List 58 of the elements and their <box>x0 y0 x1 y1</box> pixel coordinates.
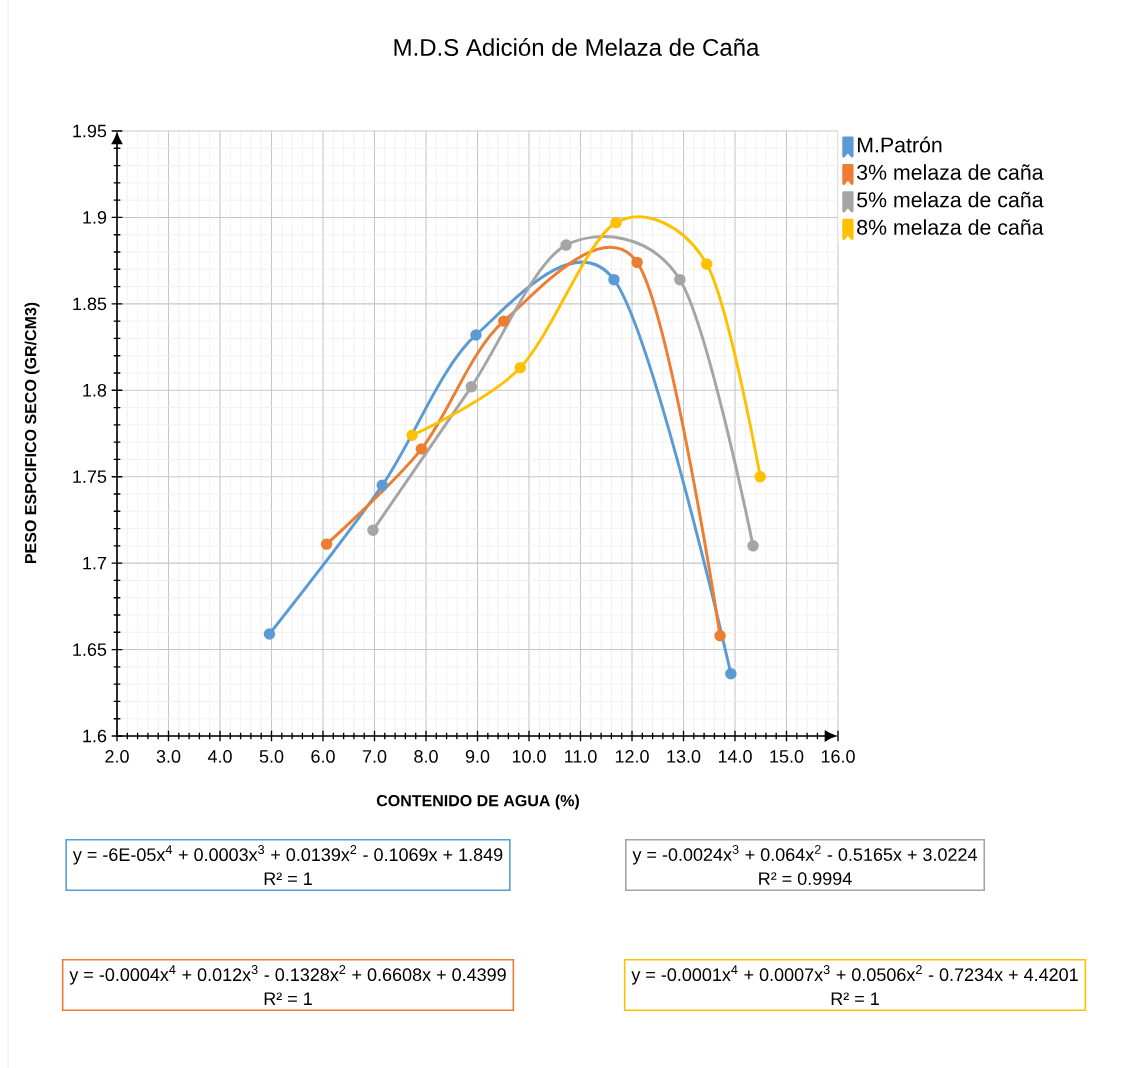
x-tick-label: 3.0 <box>156 750 181 763</box>
text: R² = 1 <box>264 872 312 885</box>
point <box>560 239 572 251</box>
x-tick-label: 14.0 <box>718 750 752 763</box>
y-tick-label: 1.6 <box>83 729 107 743</box>
point <box>700 258 713 270</box>
x-tick-label: 13.0 <box>667 750 701 763</box>
y-tick-label: 1.75 <box>73 470 107 483</box>
point <box>714 630 726 642</box>
y-tick-label: 1.9 <box>83 211 107 224</box>
x-tick-label: 12.0 <box>615 750 649 763</box>
point <box>376 479 388 492</box>
point <box>415 443 428 455</box>
chart-title: M.D.S Adición de Melaza de Caña <box>394 38 760 56</box>
point <box>747 540 759 552</box>
point <box>674 273 686 286</box>
point <box>470 329 482 341</box>
y-tick-label: 1.65 <box>73 643 107 656</box>
x-tick-label: 5.0 <box>259 750 284 763</box>
point <box>610 216 622 229</box>
text: R² = 0.9994 <box>759 872 852 885</box>
x-tick-label: 11.0 <box>565 750 597 763</box>
x-tick-label: 6.0 <box>311 750 335 763</box>
legend-label: 5% melaza de caña <box>857 191 1044 208</box>
x-tick-label: 2.0 <box>105 750 129 763</box>
text: R² = 1 <box>831 992 879 1005</box>
text: y = -0.0001x$^{4}$ + 0.0007x$^{3}$ + 0.0506x$^{2}$ - 0.7234x + 4.4201 <box>631 965 1078 985</box>
x-tick-label: 7.0 <box>362 750 387 763</box>
y-axis-title: PESO ESPCIFICO SECO (GR/CM3) <box>24 302 40 564</box>
text: R² = 1 <box>264 992 312 1005</box>
point <box>608 273 620 286</box>
point <box>725 668 737 680</box>
point <box>514 362 526 374</box>
y-tick-label: 1.7 <box>83 556 107 570</box>
legend-label: M.Patrón <box>857 136 942 153</box>
text: y = -6E-05x$^{4}$ + 0.0003x$^{3}$ + 0.0139x$^{2}$ - 0.1069x + 1.849 <box>72 845 503 865</box>
point <box>263 628 276 640</box>
legend-label: 3% melaza de caña <box>857 164 1044 180</box>
point <box>320 538 333 550</box>
point <box>465 381 478 393</box>
x-tick-label: 4.0 <box>207 750 232 763</box>
text: y = -0.0004x$^{4}$ + 0.012x$^{3}$ - 0.1328x$^{2}$ + 0.6608x + 0.4399 <box>69 965 506 985</box>
x-tick-label: 16.0 <box>821 750 855 763</box>
point <box>367 524 379 537</box>
x-tick-label: 10.0 <box>512 750 546 763</box>
x-axis-title: CONTENIDO DE AGUA (%) <box>376 794 579 810</box>
x-tick-label: 15.0 <box>770 750 804 763</box>
point <box>754 470 766 483</box>
x-tick-label: 9.0 <box>465 750 490 763</box>
y-tick-label: 1.95 <box>73 124 107 138</box>
point <box>406 429 418 441</box>
point <box>631 256 643 269</box>
x-tick-label: 8.0 <box>414 750 438 763</box>
y-tick-label: 1.85 <box>73 297 107 311</box>
point <box>498 315 510 327</box>
legend-label: 8% melaza de caña <box>857 219 1044 235</box>
y-tick-label: 1.8 <box>83 383 107 397</box>
text: y = -0.0024x$^{3}$ + 0.064x$^{2}$ - 0.5165x + 3.0224 <box>632 845 978 865</box>
